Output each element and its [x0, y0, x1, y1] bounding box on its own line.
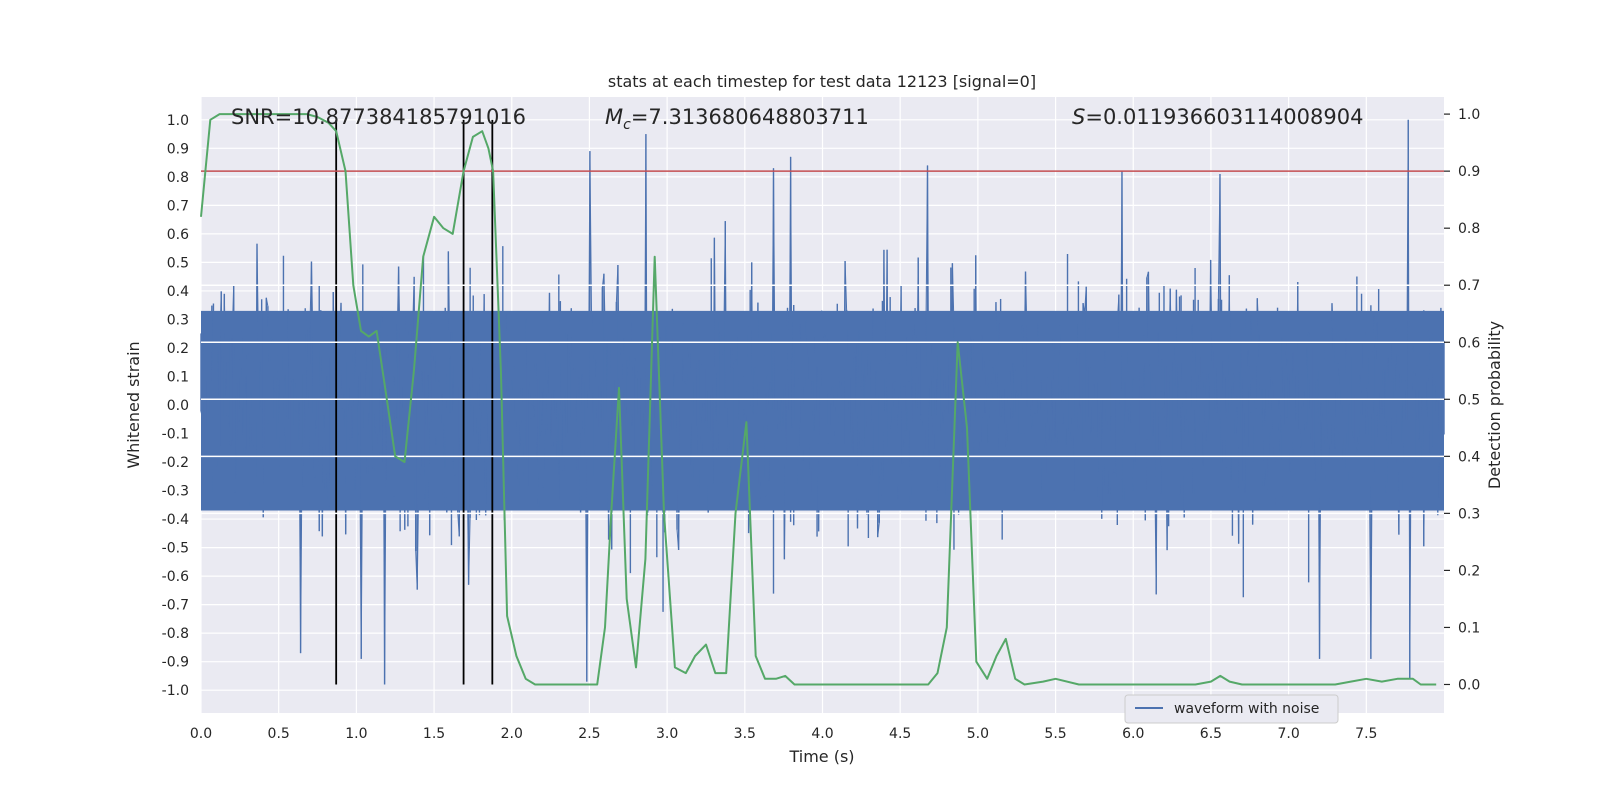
x-tick-label: 7.0	[1277, 726, 1299, 742]
y2-tick-label: 0.7	[1458, 278, 1480, 294]
y-tick-label: -0.8	[162, 626, 189, 642]
y-tick-label: -0.6	[162, 569, 189, 585]
y2-axis-label: Detection probability	[1485, 321, 1504, 489]
legend-label: waveform with noise	[1174, 701, 1319, 717]
y-tick-label: 0.7	[167, 198, 189, 214]
y-tick-label: 0.6	[167, 227, 189, 243]
x-tick-label: 7.5	[1355, 726, 1377, 742]
legend-box	[1124, 694, 1339, 724]
y2-tick-label: 0.4	[1458, 449, 1480, 465]
waveform-line	[200, 119, 1445, 685]
y2-tick-label: 0.1	[1458, 620, 1480, 636]
y2-tick-label: 0.6	[1458, 335, 1480, 351]
x-tick-label: 2.0	[501, 726, 523, 742]
y2-tick-label: 0.8	[1458, 221, 1480, 237]
x-tick-label: 6.0	[1122, 726, 1144, 742]
chirp-mass-value: =7.313680648803711	[631, 105, 869, 129]
snr-annotation: SNR=10.877384185791016	[231, 105, 526, 129]
s-symbol: S	[1072, 105, 1085, 129]
chirp-mass-symbol: M	[605, 105, 623, 129]
threshold-layer	[201, 170, 1444, 515]
probability-series	[200, 113, 1437, 686]
x-tick-label: 0.5	[268, 726, 290, 742]
x-tick-label: 0.0	[190, 726, 212, 742]
y2-tick-label: 0.3	[1458, 506, 1480, 522]
x-ticks: 0.0 0.5 1.0 1.5 2.0 2.5 3.0 3.5 4.0 4.5 5.0 5.5 6.0 6…	[190, 726, 1378, 742]
y-tick-label: 0.2	[167, 341, 189, 357]
x-tick-label: 4.0	[811, 726, 833, 742]
x-tick-label: 5.5	[1044, 726, 1066, 742]
s-value: =0.011936603114008904	[1085, 105, 1363, 129]
y-tick-label: 0.9	[167, 141, 189, 157]
chart-title: stats at each timestep for test data 121…	[608, 72, 1036, 91]
y-tick-label: -1.0	[162, 683, 189, 699]
x-tick-label: 5.0	[967, 726, 989, 742]
s-annotation: S=0.011936603114008904	[1072, 105, 1363, 129]
y-tick-label: -0.7	[162, 598, 189, 614]
y2-tick-label: 0.5	[1458, 392, 1480, 408]
x-axis-label: Time (s)	[788, 747, 854, 766]
y-tick-label: 0.4	[167, 284, 189, 300]
event-markers	[335, 119, 494, 685]
chirp-mass-annotation: Mc=7.313680648803711	[605, 105, 869, 133]
x-tick-label: 6.5	[1200, 726, 1222, 742]
chirp-mass-subscript: c	[623, 117, 631, 133]
x-tick-label: 2.5	[578, 726, 600, 742]
probability-line	[200, 113, 1437, 686]
y-tick-label: 0.1	[167, 369, 189, 385]
y-axis-label: Whitened strain	[124, 341, 143, 468]
y-tick-label: 0.3	[167, 312, 189, 328]
y-tick-label: 0.5	[167, 255, 189, 271]
y2-tick-label: 0.2	[1458, 563, 1480, 579]
y-tick-label: -0.4	[162, 512, 189, 528]
y-tick-label: 1.0	[167, 113, 189, 129]
y-tick-label: -0.9	[162, 655, 189, 671]
x-tick-label: 1.5	[423, 726, 445, 742]
x-tick-label: 3.5	[734, 726, 756, 742]
y-tick-label: -0.5	[162, 541, 189, 557]
y2-ticks: 1.0 0.9 0.8 0.7 0.6 0.5 0.4 0.3 0.2 0.1 0.0	[1444, 107, 1480, 693]
y-tick-label: 0.8	[167, 170, 189, 186]
y-tick-label: 0.0	[167, 398, 189, 414]
legend: waveform with noise	[1124, 694, 1339, 724]
y2-tick-label: 1.0	[1458, 107, 1480, 123]
y2-tick-label: 0.0	[1458, 677, 1480, 693]
waveform-series	[200, 119, 1445, 685]
x-tick-label: 3.0	[656, 726, 678, 742]
y-tick-label: -0.3	[162, 484, 189, 500]
x-tick-label: 1.0	[345, 726, 367, 742]
x-tick-label: 4.5	[889, 726, 911, 742]
y-tick-label: -0.1	[162, 427, 189, 443]
y-tick-label: -0.2	[162, 455, 189, 471]
y2-tick-label: 0.9	[1458, 164, 1480, 180]
y-ticks: 1.0 0.9 0.8 0.7 0.6 0.5 0.4 0.3 0.2 0.1 0.0 -0.1 -0.…	[162, 113, 189, 699]
